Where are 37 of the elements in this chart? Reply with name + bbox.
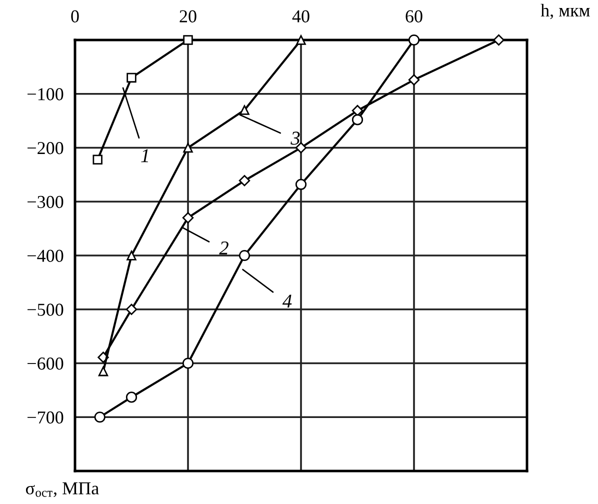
x-axis-title: h, мкм: [540, 4, 590, 20]
point: [183, 142, 193, 153]
point: [183, 35, 193, 45]
annotation: 1: [141, 149, 148, 162]
y-tick-label: −200: [28, 142, 64, 154]
x-tick-label: 20: [180, 10, 196, 22]
x-tick-label: 0: [71, 10, 79, 22]
y-axis-title: σ$_{ост}$, МПа: [26, 482, 99, 498]
y-tick-label: −500: [28, 304, 64, 316]
point: [126, 392, 138, 403]
x-tick-label: 60: [406, 10, 422, 22]
point: [238, 250, 250, 262]
point: [94, 412, 106, 423]
point: [182, 212, 194, 224]
point: [493, 34, 504, 46]
point: [296, 35, 306, 45]
point: [238, 175, 250, 186]
y-tick-label: −100: [28, 88, 64, 100]
point: [352, 114, 364, 126]
annotation: 4: [282, 294, 292, 308]
point: [126, 250, 136, 260]
y-tick-label: −700: [28, 411, 64, 424]
y-tick-label: −600: [28, 358, 64, 370]
point: [92, 154, 102, 164]
y-tick-label: −300: [28, 196, 64, 208]
x-tick-label: 40: [292, 10, 310, 22]
point: [126, 72, 136, 83]
point: [408, 74, 420, 86]
annotation: 3: [290, 132, 300, 145]
point: [408, 34, 420, 46]
point: [295, 178, 307, 190]
annotation: 2: [219, 242, 228, 254]
y-tick-label: −400: [28, 250, 64, 262]
point: [98, 366, 108, 376]
point: [182, 358, 194, 369]
point: [240, 105, 250, 115]
point: [126, 304, 138, 315]
